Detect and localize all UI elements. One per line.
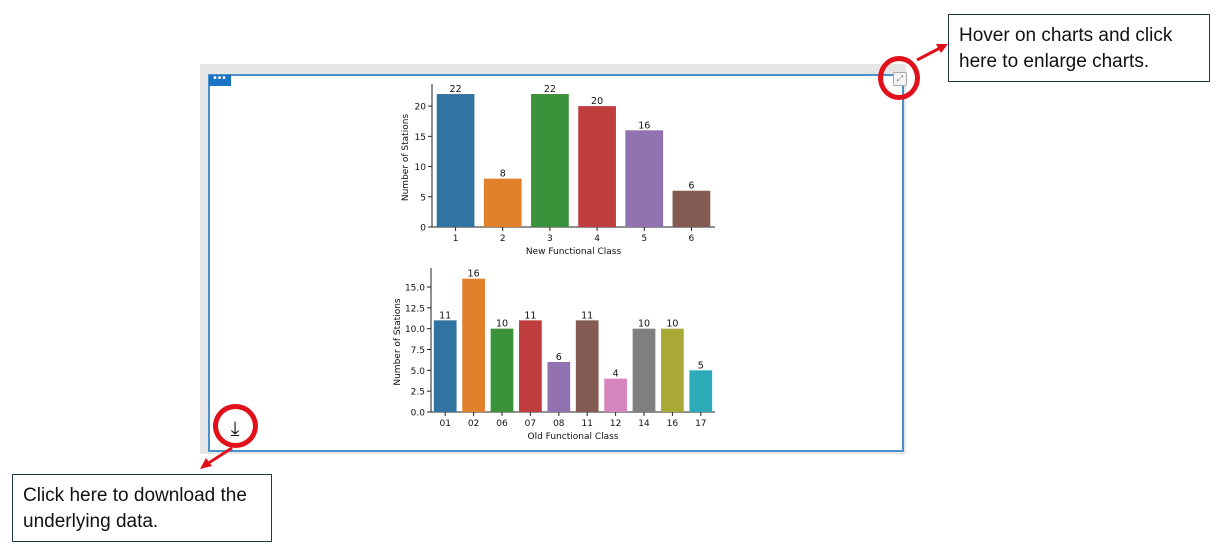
bar-4 bbox=[578, 106, 616, 227]
enlarge-callout: Hover on charts and click here to enlarg… bbox=[948, 14, 1210, 82]
data-label: 22 bbox=[544, 84, 556, 95]
y-tick-label: 12.5 bbox=[405, 304, 425, 314]
x-axis-label: Old Functional Class bbox=[528, 432, 619, 442]
x-tick-label: 06 bbox=[496, 419, 508, 429]
y-axis-label: Number of Stations bbox=[401, 114, 411, 202]
bar-01 bbox=[433, 320, 457, 412]
bar-6 bbox=[672, 190, 711, 227]
bar-02 bbox=[462, 278, 485, 412]
x-tick-label: 6 bbox=[689, 234, 695, 244]
bar-2 bbox=[483, 178, 522, 227]
data-label: 10 bbox=[496, 319, 508, 330]
data-label: 5 bbox=[698, 360, 704, 371]
x-tick-label: 11 bbox=[581, 419, 592, 429]
data-label: 11 bbox=[581, 310, 593, 321]
x-tick-label: 07 bbox=[525, 419, 536, 429]
data-label: 11 bbox=[524, 310, 536, 321]
x-axis-label: New Functional Class bbox=[526, 247, 622, 257]
bar-07 bbox=[519, 320, 542, 412]
data-label: 11 bbox=[439, 310, 451, 321]
y-tick-label: 10.0 bbox=[405, 325, 425, 335]
bar-14 bbox=[632, 328, 656, 412]
data-label: 10 bbox=[666, 319, 678, 330]
x-tick-label: 5 bbox=[641, 234, 647, 244]
old-functional-class-chart: 0.0 2.5 5.0 7.5 10.0 12.5 15.0 11 01 16 02 10 06 11 07… bbox=[393, 268, 715, 442]
data-label: 22 bbox=[450, 84, 462, 95]
x-tick-label: 3 bbox=[547, 234, 553, 244]
bar-12 bbox=[604, 378, 627, 412]
download-highlight-circle bbox=[213, 404, 258, 448]
data-label: 6 bbox=[688, 181, 694, 192]
x-tick-label: 17 bbox=[695, 419, 706, 429]
y-tick-label: 7.5 bbox=[411, 346, 425, 356]
y-tick-label: 5 bbox=[420, 193, 426, 203]
y-tick-label: 5.0 bbox=[411, 367, 426, 377]
download-arrow-line bbox=[206, 446, 233, 466]
bar-17 bbox=[689, 370, 713, 412]
data-label: 16 bbox=[638, 120, 650, 131]
y-tick-label: 0 bbox=[420, 224, 426, 234]
x-tick-label: 08 bbox=[553, 419, 565, 429]
x-tick-label: 1 bbox=[453, 234, 459, 244]
x-tick-label: 02 bbox=[468, 419, 479, 429]
bar-5 bbox=[625, 130, 664, 227]
data-label: 16 bbox=[468, 269, 480, 280]
bar-11 bbox=[575, 320, 599, 412]
expand-highlight-circle bbox=[878, 56, 920, 100]
bar-06 bbox=[490, 328, 514, 412]
x-tick-label: 4 bbox=[594, 234, 600, 244]
y-tick-label: 15.0 bbox=[405, 284, 425, 294]
y-tick-label: 10 bbox=[415, 163, 427, 173]
y-tick-label: 0.0 bbox=[411, 409, 426, 419]
y-tick-label: 15 bbox=[415, 133, 426, 143]
x-tick-label: 16 bbox=[667, 419, 679, 429]
bar-3 bbox=[531, 94, 569, 227]
x-tick-label: 01 bbox=[439, 419, 450, 429]
bar-08 bbox=[547, 362, 571, 412]
data-label: 10 bbox=[638, 319, 650, 330]
download-arrow-head bbox=[200, 458, 212, 469]
x-tick-label: 14 bbox=[638, 419, 650, 429]
download-callout: Click here to download the underlying da… bbox=[12, 474, 272, 542]
x-tick-label: 2 bbox=[500, 234, 506, 244]
enlarge-arrow-line bbox=[916, 46, 941, 62]
data-label: 4 bbox=[613, 369, 619, 380]
data-label: 20 bbox=[591, 96, 603, 107]
enlarge-arrow-head bbox=[936, 44, 948, 53]
y-tick-label: 2.5 bbox=[411, 388, 425, 398]
data-label: 8 bbox=[500, 169, 506, 180]
x-tick-label: 12 bbox=[610, 419, 621, 429]
y-tick-label: 20 bbox=[415, 103, 427, 113]
bar-16 bbox=[661, 328, 684, 412]
y-axis-label: Number of Stations bbox=[393, 298, 403, 386]
more-options-button[interactable]: ••• bbox=[209, 74, 231, 86]
data-label: 6 bbox=[556, 352, 562, 363]
bar-1 bbox=[436, 94, 475, 227]
